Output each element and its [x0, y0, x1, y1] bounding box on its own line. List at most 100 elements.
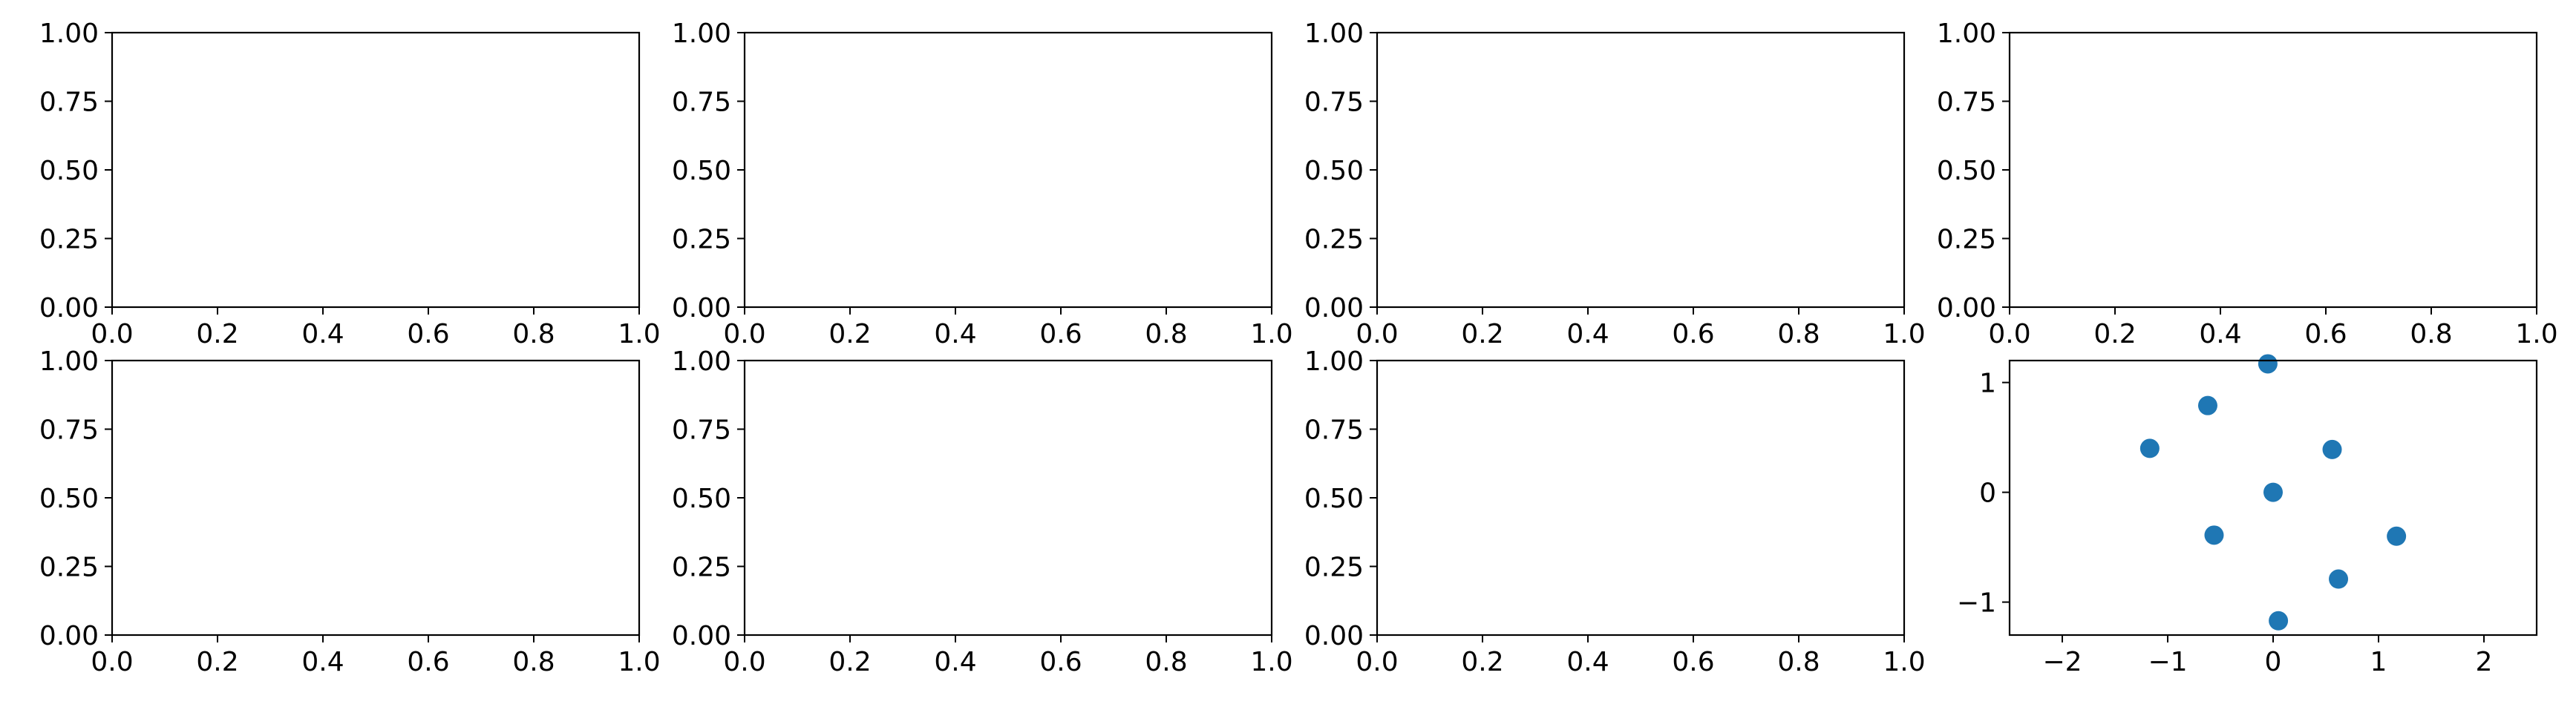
y-tick-label: 0.00: [1937, 293, 1996, 323]
x-tick-label: 0.8: [512, 319, 555, 349]
scatter-point: [2387, 526, 2407, 546]
y-tick-label: 0.50: [1304, 156, 1364, 186]
y-tick-label: 0.00: [672, 293, 731, 323]
x-tick-label: 0.6: [1672, 647, 1714, 677]
y-tick-label: 1: [1979, 369, 1996, 399]
x-tick-label: 0.6: [407, 647, 449, 677]
scatter-point: [2322, 439, 2342, 459]
x-tick-label: 0.6: [1039, 647, 1082, 677]
scatter-point: [2269, 611, 2289, 631]
y-tick-label: 0.25: [672, 225, 731, 255]
x-tick-label: 1.0: [2515, 319, 2557, 349]
y-tick-label: 0.00: [672, 621, 731, 651]
x-tick-label: 0.8: [1145, 647, 1187, 677]
x-tick-label: 0.2: [1461, 319, 1503, 349]
y-tick-label: 0.25: [39, 225, 99, 255]
x-tick-label: 0.6: [2304, 319, 2347, 349]
x-tick-label: 0.8: [1777, 647, 1820, 677]
y-tick-label: 1.00: [39, 19, 99, 49]
x-tick-label: 0.0: [723, 319, 765, 349]
y-tick-label: 1.00: [1937, 19, 1996, 49]
x-tick-label: 0.4: [301, 647, 344, 677]
x-tick-label: 0.2: [828, 647, 871, 677]
y-tick-label: 0.50: [1937, 156, 1996, 186]
subplot-r1c1: 0.0 0.2 0.4 0.6 0.8 1.0 0.00 0.25 0.50 0.75 1.00: [39, 19, 661, 349]
scatter-point: [2263, 482, 2283, 502]
y-tick-label: 0.50: [39, 156, 99, 186]
y-tick-label: 1.00: [1304, 346, 1364, 377]
x-tick-label: 0.4: [2199, 319, 2241, 349]
x-tick-label: 0.2: [2093, 319, 2136, 349]
y-tick-label: 0.50: [672, 156, 731, 186]
subplot-r1c4: 0.0 0.2 0.4 0.6 0.8 1.0 0.00 0.25 0.50 0.75 1.00: [1937, 19, 2558, 349]
y-tick-label: 1.00: [39, 346, 99, 377]
y-tick-label: 1.00: [672, 19, 731, 49]
y-tick-label: 0.50: [672, 484, 731, 514]
subplot-r2c4: −2 −1 0 1 2 −1 0 1: [1957, 354, 2538, 677]
x-tick-label: 1.0: [1250, 319, 1292, 349]
x-tick-label: 0.0: [91, 647, 133, 677]
x-tick-label: 0.2: [1461, 647, 1503, 677]
y-tick-label: 0.75: [39, 88, 99, 118]
scatter-point: [2258, 354, 2278, 374]
y-tick-label: 0.75: [672, 415, 731, 446]
y-tick-label: 0.00: [1304, 621, 1364, 651]
y-tick-label: −1: [1957, 588, 1996, 619]
scatter-point: [2329, 569, 2349, 589]
x-tick-label: 0.2: [828, 319, 871, 349]
scatter-point: [2197, 395, 2217, 415]
x-tick-label: 0: [2265, 647, 2282, 677]
x-tick-label: 1.0: [1250, 647, 1292, 677]
y-tick-label: 0.75: [1304, 88, 1364, 118]
x-tick-label: 1: [2370, 647, 2387, 677]
x-tick-label: 0.8: [2410, 319, 2452, 349]
x-tick-label: 0.0: [1356, 319, 1398, 349]
x-tick-label: 0.4: [1566, 647, 1609, 677]
y-tick-label: 0.25: [1937, 225, 1996, 255]
x-tick-label: 1.0: [618, 319, 660, 349]
subplot-r2c3: 0.0 0.2 0.4 0.6 0.8 1.0 0.00 0.25 0.50 0.75 1.00: [1304, 346, 1926, 677]
y-tick-label: 0: [1979, 479, 1996, 509]
scatter-point: [2139, 438, 2160, 458]
x-tick-label: −1: [2148, 647, 2187, 677]
y-tick-label: 0.25: [1304, 225, 1364, 255]
y-tick-label: 0.75: [39, 415, 99, 446]
x-tick-label: 0.6: [1039, 319, 1082, 349]
y-tick-label: 0.25: [1304, 553, 1364, 583]
x-tick-label: 0.8: [512, 647, 555, 677]
x-tick-label: 0.6: [1672, 319, 1714, 349]
x-tick-label: 1.0: [618, 647, 660, 677]
x-tick-label: 1.0: [1883, 319, 1925, 349]
x-tick-label: 0.4: [934, 647, 976, 677]
y-tick-label: 0.50: [39, 484, 99, 514]
y-tick-label: 1.00: [1304, 19, 1364, 49]
y-tick-label: 0.00: [39, 621, 99, 651]
y-tick-label: 0.75: [1937, 88, 1996, 118]
y-tick-label: 0.25: [39, 553, 99, 583]
x-tick-label: 0.4: [1566, 319, 1609, 349]
y-tick-label: 0.00: [39, 293, 99, 323]
x-tick-label: 1.0: [1883, 647, 1925, 677]
scatter-point: [2204, 525, 2224, 545]
x-tick-label: 0.0: [91, 319, 133, 349]
y-tick-label: 1.00: [672, 346, 731, 377]
y-tick-label: 0.00: [1304, 293, 1364, 323]
subplot-r2c1: 0.0 0.2 0.4 0.6 0.8 1.0 0.00 0.25 0.50 0.75 1.00: [39, 346, 661, 677]
x-tick-label: 0.4: [934, 319, 976, 349]
x-tick-label: 0.8: [1145, 319, 1187, 349]
x-tick-label: 2: [2476, 647, 2493, 677]
x-tick-label: 0.0: [1988, 319, 2030, 349]
x-tick-label: 0.0: [723, 647, 765, 677]
subplot-r1c3: 0.0 0.2 0.4 0.6 0.8 1.0 0.00 0.25 0.50 0.75 1.00: [1304, 19, 1926, 349]
subplots: 0.0 0.2 0.4 0.6 0.8 1.00.000.250.500.751.000.…: [39, 19, 2558, 677]
subplot-r2c2: 0.0 0.2 0.4 0.6 0.8 1.0 0.00 0.25 0.50 0.75 1.00: [672, 346, 1293, 677]
subplot-r1c2: 0.0 0.2 0.4 0.6 0.8 1.0 0.00 0.25 0.50 0.75 1.00: [672, 19, 1293, 349]
x-tick-label: 0.8: [1777, 319, 1820, 349]
x-tick-label: 0.2: [196, 647, 238, 677]
y-tick-label: 0.75: [1304, 415, 1364, 446]
x-tick-label: 0.2: [196, 319, 238, 349]
x-tick-label: 0.6: [407, 319, 449, 349]
y-tick-label: 0.25: [672, 553, 731, 583]
